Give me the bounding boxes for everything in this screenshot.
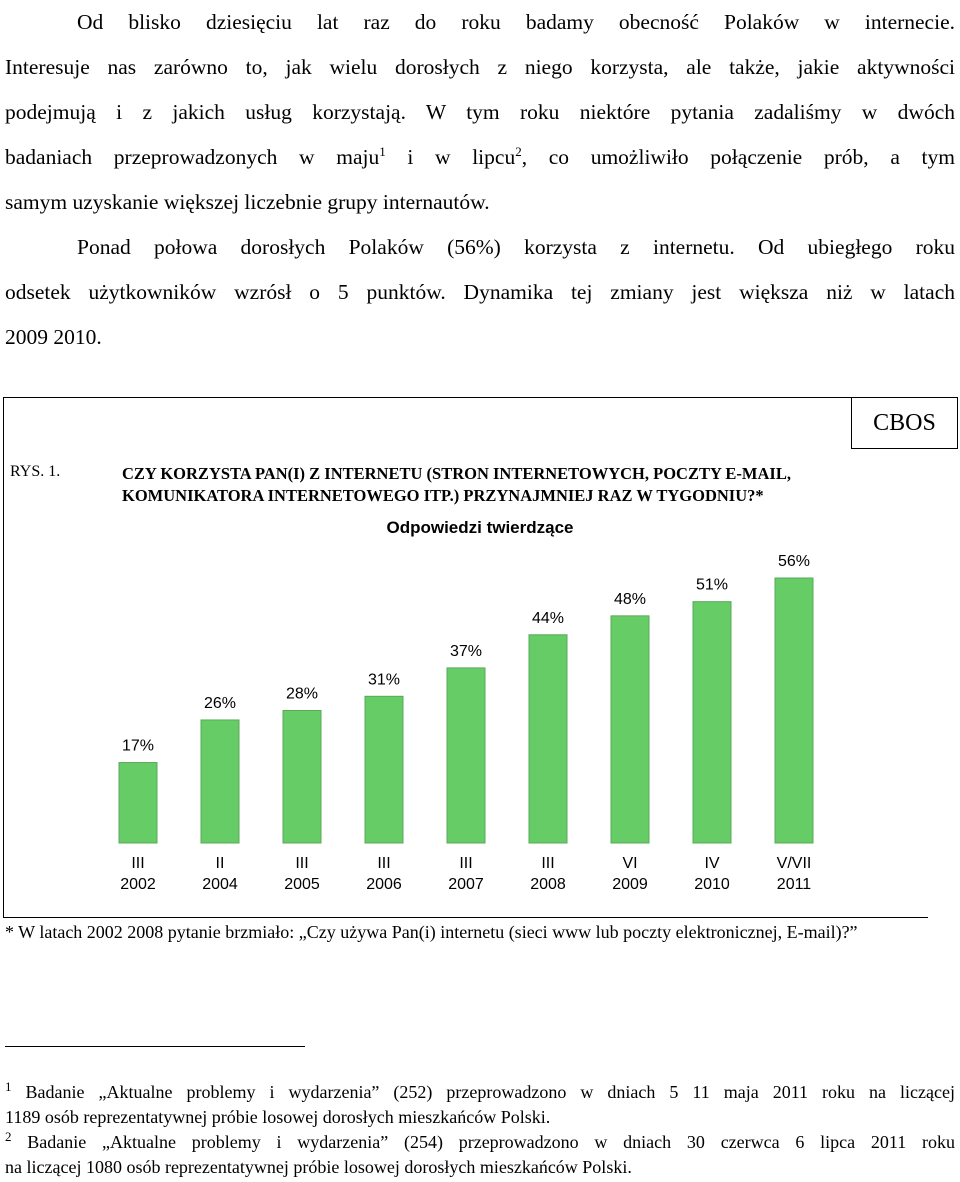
x-tick-month: III — [295, 855, 308, 872]
question-footnote: * W latach 2002 2008 pytanie brzmiało: „… — [5, 922, 858, 942]
intro-p2-line2: odsetek użytkowników wzrósł o 5 punktów.… — [5, 280, 955, 304]
x-tick-year: 2008 — [530, 876, 566, 893]
data-label: 17% — [122, 738, 154, 755]
x-tick-month: II — [216, 855, 225, 872]
data-label: 56% — [778, 553, 810, 570]
bar — [200, 719, 240, 844]
footnote-1-line2: 1189 osób reprezentatywnej próbie losowe… — [5, 1107, 551, 1127]
x-tick-year: 2005 — [284, 876, 320, 893]
x-tick-month: III — [131, 855, 144, 872]
intro-p1-line3: podejmują i z jakich usług korzystają. W… — [5, 100, 955, 124]
bar — [692, 601, 732, 844]
intro-p1-line4c: , co umożliwiło połączenie prób, a tym — [521, 145, 955, 169]
data-label: 51% — [696, 577, 728, 594]
bar — [118, 762, 158, 844]
bar — [528, 634, 568, 844]
chart-title-line1: CZY KORZYSTA PAN(I) Z INTERNETU (STRON I… — [122, 464, 791, 483]
intro-p2-line3: 2009 2010. — [5, 325, 102, 349]
data-label: 44% — [532, 610, 564, 627]
bar — [364, 695, 404, 844]
x-tick-month: V/VII — [777, 855, 812, 872]
intro-p1-line1: Od blisko dziesięciu lat raz do roku bad… — [77, 10, 955, 34]
x-tick-month: III — [459, 855, 472, 872]
x-tick-month: III — [377, 855, 390, 872]
data-label: 28% — [286, 686, 318, 703]
bar — [446, 667, 486, 844]
chart-title-line2: KOMUNIKATORA INTERNETOWEGO ITP.) PRZYNAJ… — [122, 486, 764, 505]
source-badge: CBOS — [851, 397, 958, 449]
bar — [774, 577, 814, 844]
data-label: 26% — [204, 695, 236, 712]
intro-p1-line4a: badaniach przeprowadzonych w maju — [5, 145, 380, 169]
chart-subtitle: Odpowiedzi twierdzące — [386, 518, 574, 537]
chart-title: CZY KORZYSTA PAN(I) Z INTERNETU (STRON I… — [122, 463, 922, 507]
x-tick-year: 2006 — [366, 876, 402, 893]
footnote-2-line2: na liczącej 1080 osób reprezentatywnej p… — [5, 1157, 632, 1177]
intro-p1-line4b: i w lipcu — [385, 145, 516, 169]
x-tick-year: 2007 — [448, 876, 484, 893]
chart-frame — [3, 397, 928, 918]
x-tick-month: III — [541, 855, 554, 872]
footnote-ref-2: 2 — [515, 143, 522, 159]
footnote-1-line1: Badanie „Aktualne problemy i wydarzenia”… — [25, 1082, 956, 1102]
intro-text: Od blisko dziesięciu lat raz do roku bad… — [5, 0, 955, 360]
footnote-ref-1: 1 — [379, 143, 386, 159]
intro-p1-line4: badaniach przeprowadzonych w maju1 i w l… — [5, 135, 955, 180]
footnote-2: 2 Badanie „Aktualne problemy i wydarzeni… — [5, 1130, 955, 1180]
intro-p1-line2: Interesuje nas zarówno to, jak wielu dor… — [5, 55, 955, 79]
footnote-separator — [5, 1046, 305, 1047]
bar — [610, 615, 650, 844]
x-tick-month: VI — [622, 855, 637, 872]
x-tick-year: 2002 — [120, 876, 156, 893]
x-tick-year: 2009 — [612, 876, 648, 893]
intro-p2-line1: Ponad połowa dorosłych Polaków (56%) kor… — [77, 235, 955, 259]
footnote-2-number: 2 — [5, 1129, 12, 1144]
footnote-1-number: 1 — [5, 1079, 12, 1094]
data-label: 37% — [450, 643, 482, 660]
footnote-2-line1: Badanie „Aktualne problemy i wydarzenia”… — [27, 1132, 955, 1152]
figure-label: RYS. 1. — [10, 463, 61, 480]
x-tick-year: 2004 — [202, 876, 238, 893]
footnote-1: 1 Badanie „Aktualne problemy i wydarzeni… — [5, 1080, 955, 1130]
x-tick-month: IV — [704, 855, 719, 872]
x-tick-year: 2011 — [777, 876, 812, 893]
data-label: 31% — [368, 671, 400, 688]
data-label: 48% — [614, 591, 646, 608]
x-tick-year: 2010 — [694, 876, 730, 893]
intro-p1-line5: samym uzyskanie większej liczebnie grupy… — [5, 190, 490, 214]
bar — [282, 710, 322, 844]
